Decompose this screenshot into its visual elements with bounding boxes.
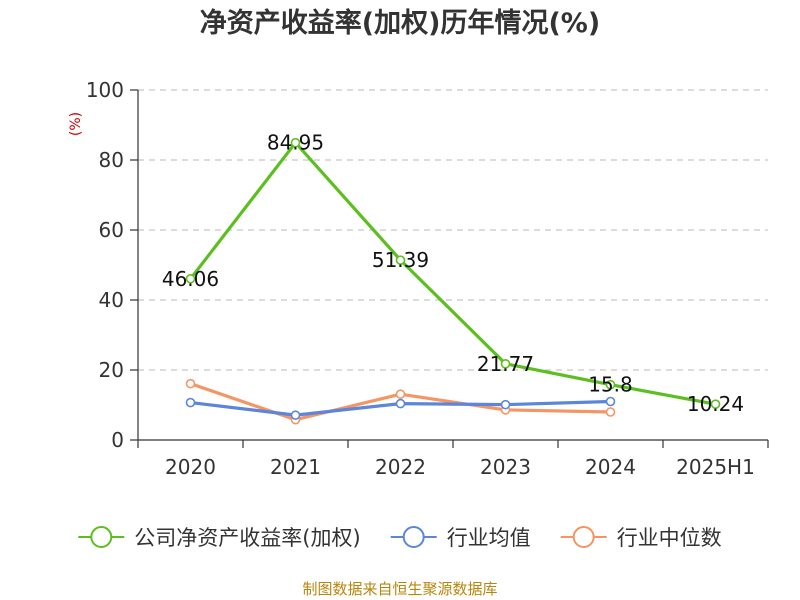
y-tick-label: 0 (111, 428, 124, 452)
series-1-point (290, 410, 301, 420)
x-tick-label: 2022 (375, 455, 426, 479)
legend-label: 公司净资产收益率(加权) (134, 526, 360, 550)
series-2-point (185, 378, 196, 389)
legend-label: 行业均值 (447, 526, 531, 550)
series-0-point (395, 255, 406, 265)
legend-circle-symbol (402, 526, 425, 548)
series-layer (185, 137, 721, 425)
axes: 0 20 40 60 80 100 2020 2021 2022 2023 2024 2025H1 (86, 78, 769, 479)
legend-circle-symbol (572, 526, 595, 548)
data-label: 46.06 (162, 267, 219, 291)
data-label: 10.24 (687, 392, 744, 416)
gridlines (138, 89, 768, 371)
data-labels: 46.06 84.95 51.39 21.77 15.8 10.24 (162, 131, 744, 416)
series-1-point (395, 398, 406, 409)
y-tick-label: 60 (99, 218, 124, 242)
x-tick-label: 2024 (585, 455, 636, 479)
series-2-point (395, 389, 406, 399)
data-label: 84.95 (267, 131, 324, 155)
legend-item-2: 行业中位数 (560, 526, 722, 550)
series-2-point (605, 407, 616, 417)
y-axis-unit: (%) (68, 112, 84, 136)
series-line-0 (188, 141, 718, 406)
y-tick-label: 20 (99, 358, 124, 382)
y-tick-label: 80 (99, 148, 124, 172)
x-tick-label: 2020 (165, 455, 216, 479)
legend-circle-symbol (90, 526, 113, 548)
data-label: 51.39 (372, 248, 429, 272)
series-0-point (710, 399, 721, 409)
series-1-point (185, 397, 196, 408)
chart-title: 净资产收益率(加权)历年情况(%) (200, 7, 600, 39)
legend-item-1: 行业均值 (390, 526, 531, 550)
legend-item-0: 公司净资产收益率(加权) (78, 526, 361, 550)
series-0-point (185, 273, 196, 284)
data-label: 15.8 (588, 373, 633, 397)
series-1-point (500, 399, 511, 410)
x-tick-label: 2021 (270, 455, 321, 479)
x-tick-label: 2025H1 (676, 455, 755, 479)
series-0-point (605, 379, 616, 390)
x-tick-label: 2023 (480, 455, 531, 479)
legend: 公司净资产收益率(加权) 行业均值 行业中位数 (78, 526, 722, 550)
series-0-point (500, 359, 511, 369)
data-label: 21.77 (477, 352, 534, 376)
y-tick-label: 100 (86, 78, 124, 102)
series-0-point (290, 137, 301, 148)
legend-label: 行业中位数 (617, 526, 722, 550)
source-note: 制图数据来自恒生聚源数据库 (302, 580, 497, 598)
series-1-point (605, 396, 616, 407)
y-tick-label: 40 (99, 288, 124, 312)
